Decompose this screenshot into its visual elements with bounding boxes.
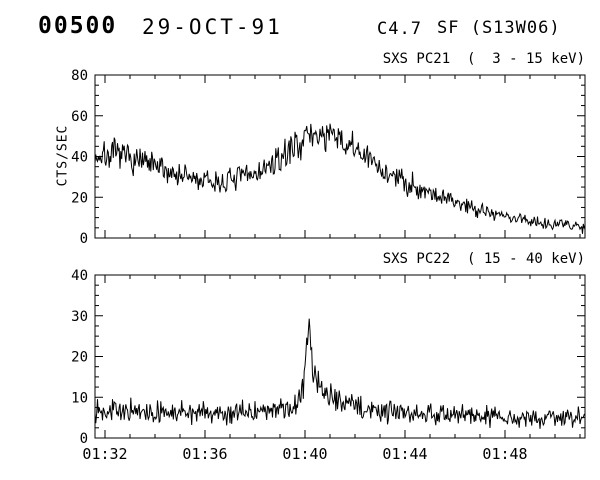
chart2-title: SXS PC22 ( 15 - 40 keV): [382, 251, 585, 267]
y-tick-label: 20: [71, 350, 88, 366]
x-tick-label: 01:36: [182, 445, 227, 463]
chart1-title: SXS PC21 ( 3 - 15 keV): [382, 51, 585, 67]
y-tick-label: 20: [71, 190, 88, 206]
event-date: 29-OCT-91: [142, 15, 283, 39]
y-tick-label: 30: [71, 309, 88, 325]
y-tick-label: 0: [80, 231, 88, 247]
y-tick-label: 80: [71, 68, 88, 84]
x-tick-label: 01:44: [382, 445, 427, 463]
y-tick-label: 10: [71, 390, 88, 406]
flare-type-location: SF (S13W06): [437, 18, 561, 38]
data-trace: [94, 318, 586, 429]
y-tick-label: 60: [71, 109, 88, 125]
x-tick-label: 01:48: [482, 445, 527, 463]
event-number: 00500: [38, 13, 118, 39]
x-tick-label: 01:32: [82, 445, 127, 463]
plot-box: [94, 74, 586, 239]
goes-class: C4.7: [377, 19, 422, 39]
y-tick-label: 40: [71, 150, 88, 166]
x-tick-label: 01:40: [282, 445, 327, 463]
y-tick-label: 40: [71, 268, 88, 284]
data-trace: [94, 123, 586, 234]
y-tick-label: 0: [80, 431, 88, 447]
